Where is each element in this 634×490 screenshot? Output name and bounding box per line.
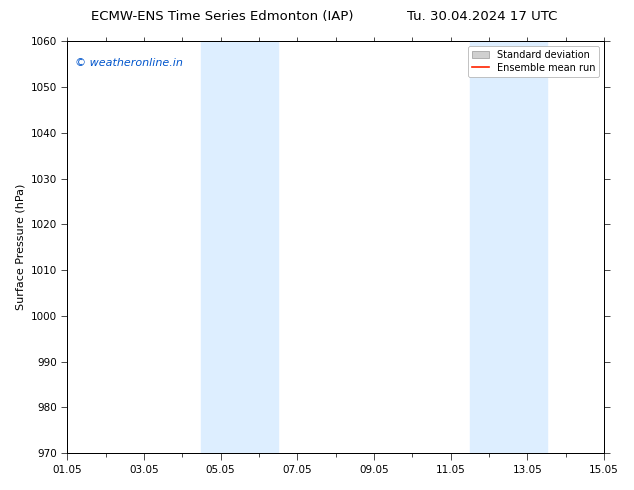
Bar — [470, 41, 547, 453]
Legend: Standard deviation, Ensemble mean run: Standard deviation, Ensemble mean run — [468, 46, 599, 77]
Text: © weatheronline.in: © weatheronline.in — [75, 58, 183, 68]
Text: ECMW-ENS Time Series Edmonton (IAP): ECMW-ENS Time Series Edmonton (IAP) — [91, 10, 353, 23]
Text: Tu. 30.04.2024 17 UTC: Tu. 30.04.2024 17 UTC — [406, 10, 557, 23]
Y-axis label: Surface Pressure (hPa): Surface Pressure (hPa) — [15, 184, 25, 310]
Bar — [202, 41, 278, 453]
